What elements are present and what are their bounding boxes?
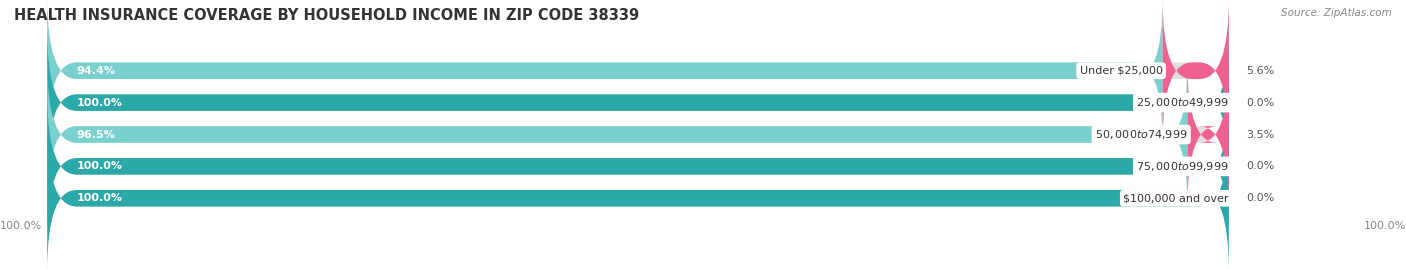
FancyBboxPatch shape <box>1163 0 1229 142</box>
Text: 0.0%: 0.0% <box>1247 193 1275 203</box>
Text: 100.0%: 100.0% <box>77 98 122 108</box>
FancyBboxPatch shape <box>48 0 1229 142</box>
FancyBboxPatch shape <box>48 63 1188 206</box>
FancyBboxPatch shape <box>48 63 1229 206</box>
Text: 100.0%: 100.0% <box>77 193 122 203</box>
Text: 96.5%: 96.5% <box>77 129 115 140</box>
Text: 0.0%: 0.0% <box>1247 98 1275 108</box>
Text: $100,000 and over: $100,000 and over <box>1123 193 1229 203</box>
Text: $75,000 to $99,999: $75,000 to $99,999 <box>1136 160 1229 173</box>
FancyBboxPatch shape <box>48 127 1229 269</box>
Text: Under $25,000: Under $25,000 <box>1080 66 1163 76</box>
Text: $50,000 to $74,999: $50,000 to $74,999 <box>1095 128 1188 141</box>
FancyBboxPatch shape <box>48 95 1229 238</box>
FancyBboxPatch shape <box>1188 63 1229 206</box>
FancyBboxPatch shape <box>48 0 1163 142</box>
FancyBboxPatch shape <box>48 95 1229 238</box>
Text: 3.5%: 3.5% <box>1247 129 1275 140</box>
FancyBboxPatch shape <box>48 31 1229 174</box>
Text: $25,000 to $49,999: $25,000 to $49,999 <box>1136 96 1229 109</box>
Text: 0.0%: 0.0% <box>1247 161 1275 171</box>
FancyBboxPatch shape <box>48 31 1229 174</box>
Text: 100.0%: 100.0% <box>0 221 42 231</box>
Text: 94.4%: 94.4% <box>77 66 115 76</box>
FancyBboxPatch shape <box>48 127 1229 269</box>
Text: Source: ZipAtlas.com: Source: ZipAtlas.com <box>1281 8 1392 18</box>
Text: 100.0%: 100.0% <box>1364 221 1406 231</box>
Text: 5.6%: 5.6% <box>1247 66 1275 76</box>
Text: HEALTH INSURANCE COVERAGE BY HOUSEHOLD INCOME IN ZIP CODE 38339: HEALTH INSURANCE COVERAGE BY HOUSEHOLD I… <box>14 8 640 23</box>
Text: 100.0%: 100.0% <box>77 161 122 171</box>
